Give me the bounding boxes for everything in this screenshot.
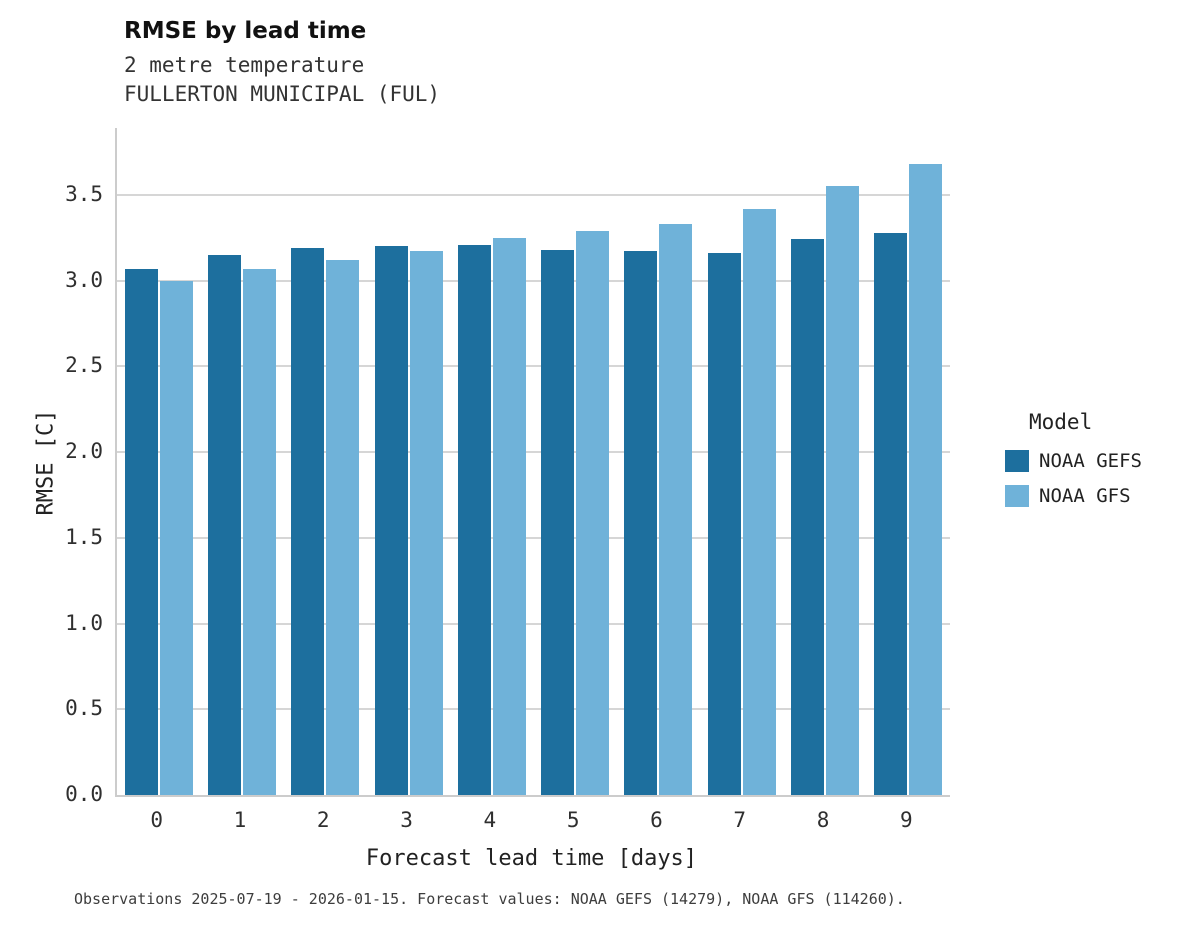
legend-label-noaa-gefs: NOAA GEFS: [1039, 450, 1142, 472]
bar-noaa-gfs-day-4: [492, 237, 526, 795]
legend-label-noaa-gfs: NOAA GFS: [1039, 485, 1131, 507]
gridline: [117, 622, 950, 625]
y-tick-label: 2.5: [65, 353, 103, 378]
bar-noaa-gfs-day-8: [826, 186, 860, 795]
x-tick-label: 8: [816, 808, 830, 832]
bar-noaa-gfs-day-3: [409, 251, 443, 795]
legend-item-noaa-gefs: NOAA GEFS: [1005, 450, 1142, 472]
x-tick-label: 7: [733, 808, 747, 832]
bar-noaa-gefs-day-8: [791, 239, 825, 795]
caption: Observations 2025-07-19 - 2026-01-15. Fo…: [74, 890, 905, 908]
legend-swatch-noaa-gefs: [1005, 450, 1029, 472]
y-tick-label: 1.0: [65, 610, 103, 635]
legend: Model NOAA GEFS NOAA GFS: [1005, 410, 1142, 520]
y-tick-label: 3.0: [65, 267, 103, 292]
bar-noaa-gefs-day-9: [874, 232, 908, 795]
chart-subtitle-variable: 2 metre temperature: [124, 53, 365, 77]
gridline: [117, 279, 950, 282]
bar-noaa-gefs-day-3: [374, 246, 408, 795]
bar-noaa-gfs-day-0: [159, 280, 193, 795]
x-axis-label: Forecast lead time [days]: [365, 846, 698, 871]
y-tick-label: 1.5: [65, 524, 103, 549]
chart-subtitle-station: FULLERTON MUNICIPAL (FUL): [124, 82, 441, 106]
bar-noaa-gfs-day-7: [742, 208, 776, 795]
x-tick-label: 1: [233, 808, 247, 832]
bar-noaa-gefs-day-4: [457, 244, 491, 795]
bar-noaa-gfs-day-5: [576, 230, 610, 795]
chart-title: RMSE by lead time: [124, 18, 367, 44]
y-axis-label: RMSE [C]: [33, 409, 59, 516]
gridline: [117, 451, 950, 454]
gridline: [117, 708, 950, 711]
bar-noaa-gfs-day-1: [242, 268, 276, 795]
bar-noaa-gefs-day-1: [207, 254, 241, 795]
x-tick-label: 2: [316, 808, 330, 832]
gridline: [117, 193, 950, 196]
gridline: [117, 536, 950, 539]
x-tick-label: 9: [900, 808, 913, 832]
plot-area: [115, 128, 950, 797]
gridline: [117, 365, 950, 368]
bar-noaa-gefs-day-6: [624, 251, 658, 795]
y-tick-label: 0.5: [65, 696, 103, 721]
bar-noaa-gefs-day-2: [291, 248, 325, 795]
bar-noaa-gfs-day-6: [659, 224, 693, 795]
x-tick-label: 5: [566, 808, 580, 832]
x-tick-label: 4: [483, 808, 497, 832]
bar-noaa-gefs-day-5: [541, 249, 575, 795]
y-tick-label: 0.0: [65, 782, 103, 806]
y-tick-label: 2.0: [65, 439, 103, 464]
legend-title: Model: [1029, 410, 1093, 434]
bar-noaa-gfs-day-9: [909, 164, 943, 795]
bar-noaa-gefs-day-7: [707, 253, 741, 795]
bar-noaa-gefs-day-0: [124, 268, 158, 795]
legend-item-noaa-gfs: NOAA GFS: [1005, 485, 1142, 507]
x-tick-label: 3: [400, 808, 413, 832]
y-tick-label: 3.5: [65, 181, 103, 206]
legend-swatch-noaa-gfs: [1005, 485, 1029, 507]
x-tick-label: 6: [650, 808, 663, 832]
bar-noaa-gfs-day-2: [326, 260, 360, 795]
x-tick-label: 0: [150, 808, 163, 832]
